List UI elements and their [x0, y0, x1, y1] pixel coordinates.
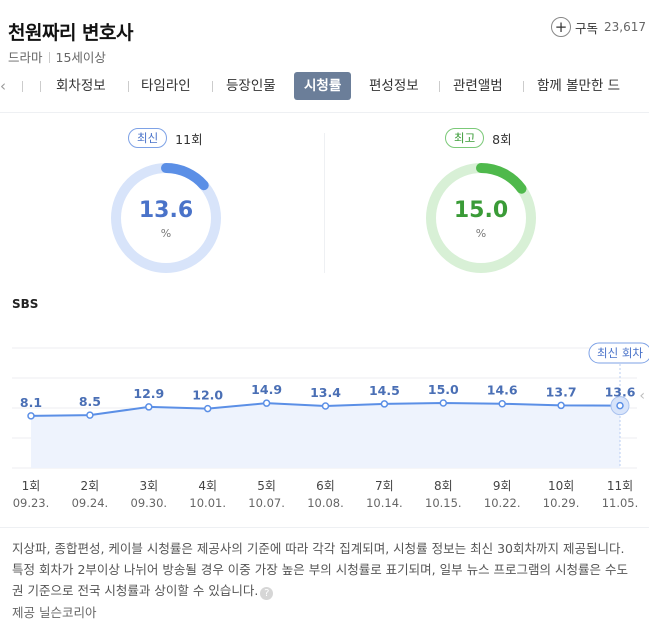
data-point	[262, 399, 271, 407]
latest-ring-progress	[111, 163, 221, 273]
x-tick-episode: 4회	[198, 479, 217, 493]
ratings-note-text: 지상파, 종합편성, 케이블 시청률은 제공사의 기준에 따라 각각 집계되며,…	[12, 541, 629, 598]
best-ring-gauge	[426, 163, 536, 273]
plus-icon: +	[551, 17, 571, 37]
x-tick-date: 09.23.	[13, 496, 50, 510]
ratings-line-chart[interactable]: 8.1 1회 09.23. 8.5 2회 09.24. 12.9 3회 09.30. 12.0 4회…	[0, 330, 649, 520]
data-point	[27, 412, 35, 420]
program-meta: 드라마 15세이상	[8, 47, 106, 66]
data-label: 12.0	[192, 388, 223, 403]
tab-divider	[439, 81, 440, 92]
latest-badge: 최신	[128, 128, 168, 148]
tab-recommended[interactable]: 함께 볼만한 드	[537, 78, 621, 94]
data-point	[498, 399, 506, 408]
x-tick-episode: 5회	[257, 479, 276, 493]
best-rating-ring: 15.0 %	[421, 158, 541, 278]
info-icon[interactable]: ?	[260, 587, 274, 600]
program-header: 천원짜리 변호사 드라마 15세이상 + 구독 23,617 ‹ 회차정보 타임라…	[0, 0, 649, 112]
data-label: 8.1	[20, 395, 42, 410]
x-tick-date: 09.24.	[72, 496, 109, 510]
tab-schedule[interactable]: 편성정보	[369, 78, 419, 94]
ratings-note: 지상파, 종합편성, 케이블 시청률은 제공사의 기준에 따라 각각 집계되며,…	[12, 538, 637, 601]
x-tick-episode: 3회	[139, 479, 158, 493]
tab-bar: ‹ 회차정보 타임라인 등장인물 시청률 편성정보 관련앨범 함께 볼만한 드	[0, 72, 649, 100]
x-tick-episode: 11회	[607, 479, 633, 493]
subscribe-button[interactable]: + 구독 23,617	[551, 17, 646, 37]
tab-divider	[40, 81, 41, 92]
tab-episode-info[interactable]: 회차정보	[56, 78, 106, 94]
tab-scroll-left-icon[interactable]: ‹	[0, 77, 6, 95]
tab-divider	[523, 81, 524, 92]
latest-summary: 최신 11회	[128, 128, 203, 148]
data-point	[203, 404, 212, 413]
latest-rating-ring: 13.6 %	[106, 158, 226, 278]
data-label: 14.5	[369, 383, 400, 398]
data-label: 13.4	[310, 385, 341, 400]
footer-divider	[0, 527, 649, 528]
x-tick-date: 10.22.	[484, 496, 521, 510]
x-tick-date: 10.01.	[189, 496, 226, 510]
data-label: 14.6	[487, 383, 518, 398]
latest-ring-gauge	[111, 163, 221, 273]
data-point	[380, 400, 389, 408]
x-tick-episode: 9회	[493, 479, 512, 493]
x-tick-date: 10.07.	[248, 496, 285, 510]
data-point	[321, 402, 330, 410]
genre-label: 드라마	[8, 50, 43, 65]
network-label: SBS	[12, 297, 39, 311]
data-point	[616, 401, 624, 410]
data-provider: 제공 닐슨코리아	[12, 605, 97, 620]
x-tick-episode: 1회	[22, 479, 41, 493]
x-tick-episode: 8회	[434, 479, 453, 493]
data-point	[439, 399, 448, 407]
chart-area	[31, 403, 620, 468]
subscriber-count: 23,617	[604, 20, 647, 34]
x-tick-date: 10.08.	[307, 496, 344, 510]
program-title[interactable]: 천원짜리 변호사	[8, 22, 133, 44]
x-tick-episode: 2회	[81, 479, 100, 493]
best-badge: 최고	[445, 128, 485, 148]
x-tick-date: 10.14.	[366, 496, 403, 510]
data-point	[86, 411, 94, 419]
x-tick-date: 10.15.	[425, 496, 462, 510]
x-tick-date: 09.30.	[131, 496, 168, 510]
tab-timeline[interactable]: 타임라인	[141, 78, 191, 94]
meta-divider	[48, 52, 50, 63]
data-label: 13.7	[546, 384, 577, 399]
latest-tag-label: 최신 회차	[597, 346, 643, 360]
x-tick-episode: 7회	[375, 479, 394, 493]
best-rating-unit: %	[475, 227, 487, 240]
tab-divider	[212, 81, 213, 92]
tab-albums[interactable]: 관련앨범	[453, 78, 503, 94]
tab-divider	[22, 81, 23, 92]
tab-divider	[128, 81, 129, 92]
best-summary: 최고 8회	[445, 128, 512, 148]
data-label: 12.9	[133, 386, 164, 401]
subscribe-label: 구독	[575, 20, 599, 36]
x-tick-date: 11.05.	[602, 496, 639, 510]
tab-cast[interactable]: 등장인물	[226, 78, 276, 94]
best-rating-value: 15.0	[453, 198, 509, 223]
x-tick-episode: 10회	[548, 479, 574, 493]
latest-episode: 11회	[175, 131, 203, 147]
data-label: 8.5	[79, 394, 101, 409]
tab-ratings[interactable]: 시청률	[294, 72, 352, 100]
best-ring-progress	[426, 163, 536, 273]
chart-scroll-right-icon[interactable]: ‹	[639, 388, 645, 404]
best-episode: 8회	[492, 131, 512, 147]
x-tick-date: 10.29.	[543, 496, 580, 510]
x-tick-episode: 6회	[316, 479, 335, 493]
age-rating-label: 15세이상	[55, 50, 106, 65]
latest-tag-box	[588, 342, 649, 364]
data-label: 13.6	[605, 385, 636, 400]
latest-rating-unit: %	[160, 227, 172, 240]
summary-divider	[324, 133, 325, 273]
data-label: 14.9	[251, 382, 282, 397]
latest-rating-value: 13.6	[138, 198, 194, 223]
data-point	[557, 401, 565, 410]
data-label: 15.0	[428, 382, 459, 397]
data-point	[145, 403, 153, 411]
